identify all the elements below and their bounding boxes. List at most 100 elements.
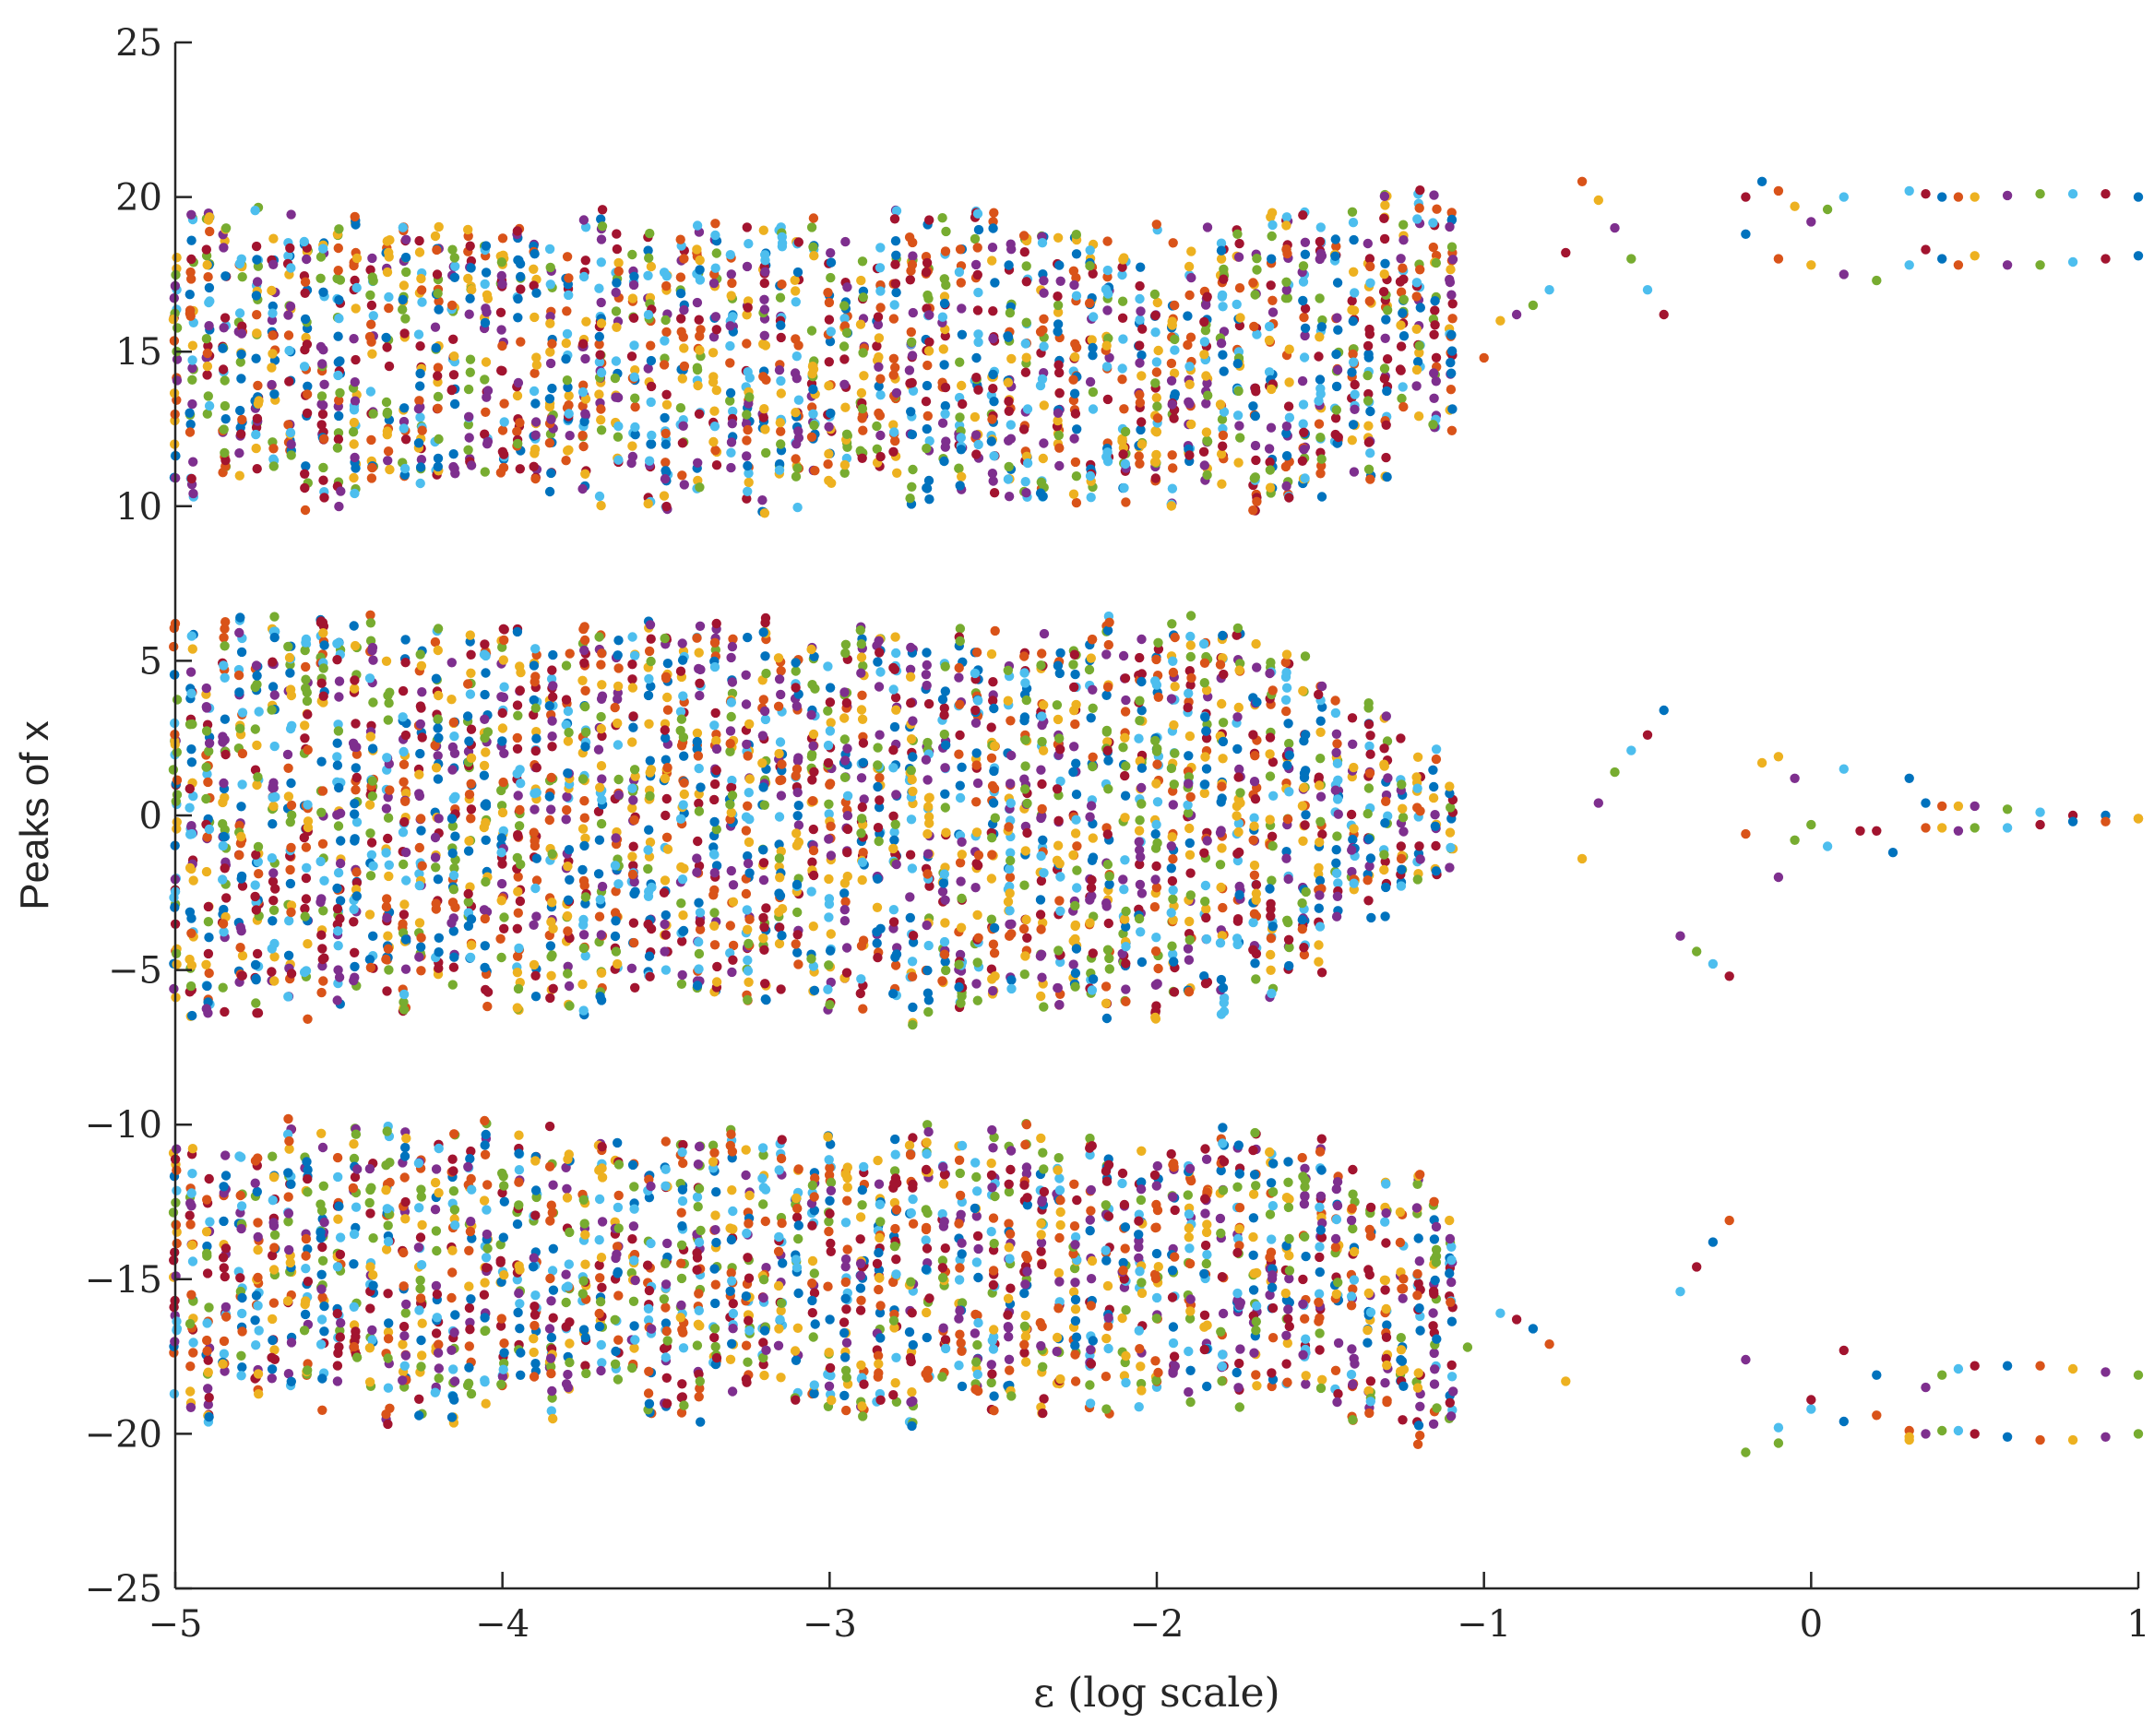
data-point [824,381,834,391]
data-point [561,719,571,730]
data-point [989,1406,999,1416]
data-point [499,682,509,692]
data-point [1003,665,1014,675]
data-point [172,323,183,333]
data-point [578,380,589,390]
data-point [251,429,261,440]
data-point [973,385,983,395]
data-point [186,688,196,698]
data-point [384,965,394,975]
data-point [758,912,768,923]
data-point [236,429,246,439]
data-point [205,1217,215,1227]
data-point [1006,750,1017,761]
data-point [646,439,657,449]
data-point [184,719,196,730]
data-point [710,263,720,273]
data-point [888,745,898,755]
data-point [840,1365,851,1376]
data-point [237,1326,247,1337]
data-point [629,1255,639,1266]
data-point [252,413,263,423]
data-point [467,1184,477,1195]
data-point [957,1238,967,1248]
data-point [384,871,394,882]
data-point [677,936,687,946]
data-point [924,310,934,320]
data-point [450,1220,460,1231]
data-point [530,1359,541,1369]
data-point [466,1388,477,1399]
data-point [1021,277,1032,287]
data-point [891,790,901,800]
data-point [875,451,886,462]
data-point [595,350,605,360]
data-point [234,308,245,318]
data-point [908,716,918,726]
data-point [546,970,556,981]
data-point [989,1325,999,1335]
data-point [220,617,231,627]
data-point [335,1249,346,1260]
data-point [348,427,359,437]
data-point [857,1200,867,1210]
data-point [414,247,425,257]
data-point [449,253,459,263]
data-point [250,880,260,890]
data-point [398,294,408,305]
data-point [434,1339,444,1350]
data-point [594,331,604,342]
data-point [431,898,441,909]
data-point [236,1223,246,1234]
data-point [513,908,523,918]
data-point [316,1269,327,1280]
data-point [545,318,555,328]
data-point [839,905,850,915]
data-point [335,858,346,869]
data-point [957,837,967,847]
data-point [760,612,771,624]
data-point [446,814,458,824]
data-point [891,859,901,870]
data-point [611,833,621,843]
data-point [1020,477,1030,487]
data-point [823,661,833,672]
data-point [891,648,901,659]
data-point [696,1225,706,1236]
data-point [186,1188,196,1198]
data-point [759,922,769,933]
data-point [385,464,395,475]
data-point [349,405,360,415]
data-point [889,1178,899,1189]
data-point [381,1244,392,1254]
data-point [825,1362,836,1373]
data-point [349,1139,359,1149]
data-point [1055,276,1065,286]
data-point [873,657,883,667]
data-point [856,387,867,398]
data-point [1021,352,1031,363]
data-point [253,1244,263,1255]
data-point [773,1246,784,1257]
data-point [596,818,607,829]
data-point [1037,1259,1047,1270]
data-point [597,221,608,232]
data-point [481,1398,491,1409]
data-point [824,874,834,885]
data-point [254,869,264,879]
data-point [758,627,768,637]
data-point [1037,1321,1047,1332]
data-point [218,982,228,993]
data-point [481,799,492,809]
data-point [433,391,444,402]
data-point [365,386,376,397]
data-point [499,748,509,758]
data-point [988,1143,998,1153]
data-point [413,1158,424,1169]
data-point [499,1338,509,1349]
data-point [400,964,411,974]
data-point [710,446,720,456]
data-point [267,944,277,954]
data-point [677,655,688,665]
data-point [466,649,476,660]
